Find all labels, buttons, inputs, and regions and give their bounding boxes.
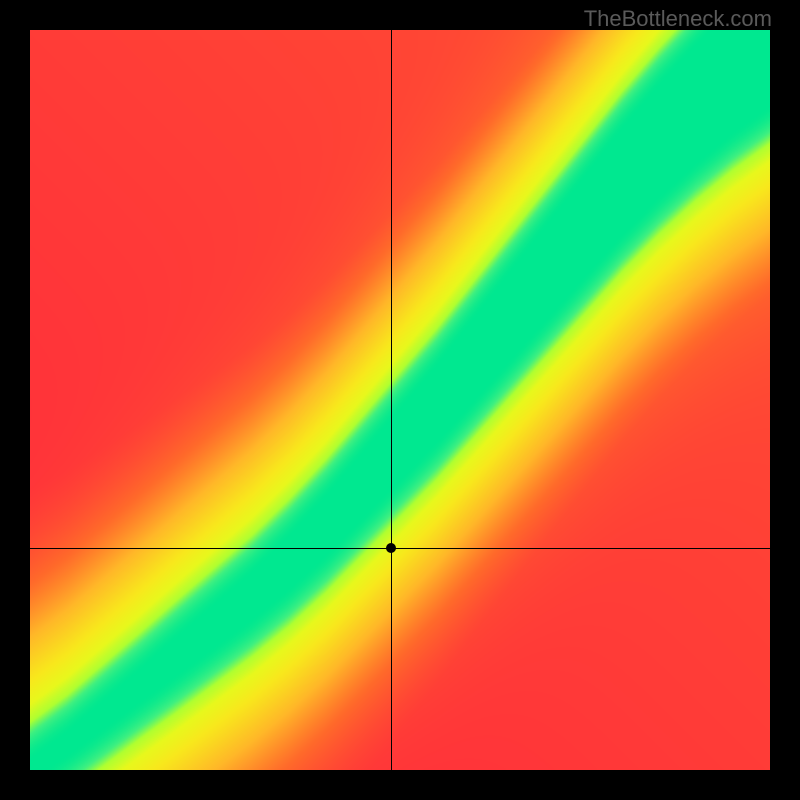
crosshair-horizontal (30, 548, 770, 549)
bottleneck-heatmap (30, 30, 770, 770)
watermark-text: TheBottleneck.com (584, 6, 772, 32)
crosshair-vertical (391, 30, 392, 770)
heatmap-canvas (30, 30, 770, 770)
selection-marker (386, 543, 396, 553)
